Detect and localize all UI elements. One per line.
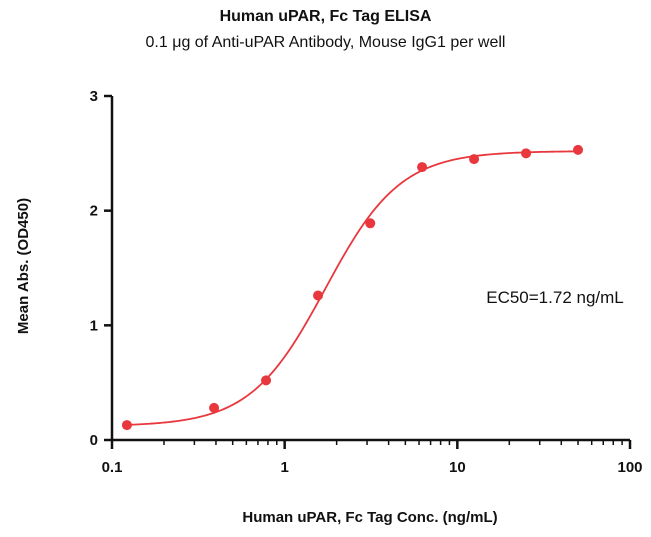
chart-title: Human uPAR, Fc Tag ELISA	[219, 8, 432, 25]
x-tick-label: 10	[449, 459, 466, 476]
data-point	[261, 375, 272, 386]
y-tick-label: 2	[90, 203, 98, 220]
data-point	[469, 154, 480, 165]
y-tick-label: 1	[90, 317, 98, 334]
data-point	[313, 290, 324, 301]
data-point	[121, 420, 132, 431]
y-tick-label: 3	[90, 88, 98, 105]
data-point	[365, 218, 376, 229]
data-point	[521, 148, 532, 159]
data-point	[417, 162, 428, 173]
ec50-annotation: EC50=1.72 ng/mL	[486, 288, 624, 307]
axes: 0 1 2 3 0.1 1 10 100	[90, 88, 643, 476]
data-point	[209, 402, 220, 413]
x-tick-label: 100	[617, 459, 642, 476]
data-points-layer	[121, 144, 584, 431]
data-point	[573, 144, 584, 155]
fit-curve-layer	[126, 150, 579, 426]
fit-curve	[126, 150, 579, 426]
x-axis-title: Human uPAR, Fc Tag Conc. (ng/mL)	[242, 509, 497, 526]
y-axis-title: Mean Abs. (OD450)	[15, 198, 32, 334]
x-tick-label: 0.1	[102, 459, 123, 476]
y-tick-label: 0	[90, 432, 98, 449]
x-tick-label: 1	[280, 459, 288, 476]
chart-subtitle: 0.1 μg of Anti-uPAR Antibody, Mouse IgG1…	[145, 34, 506, 51]
